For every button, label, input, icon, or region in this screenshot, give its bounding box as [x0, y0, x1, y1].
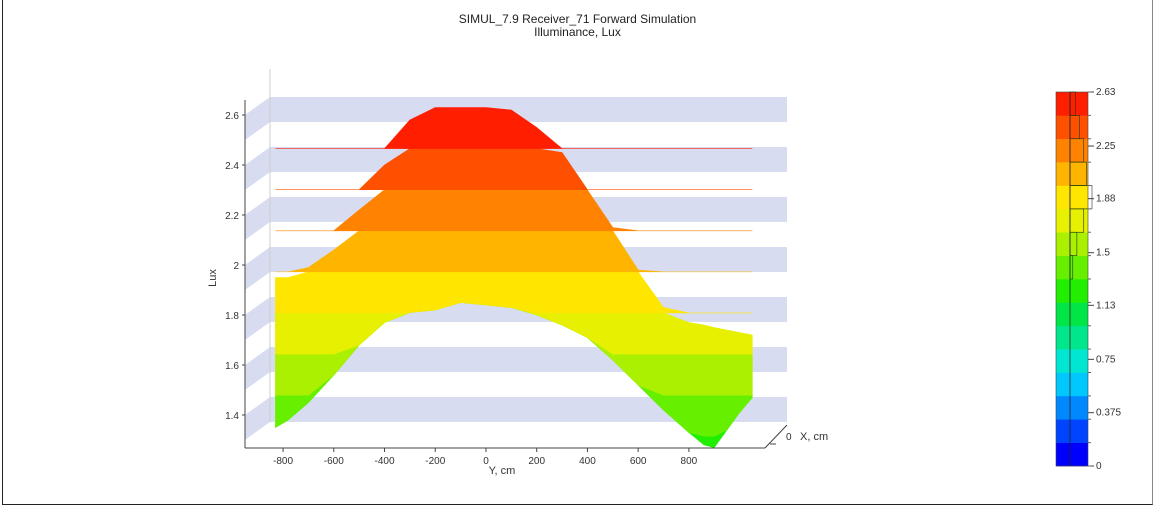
illuminance-surface [275, 107, 753, 448]
surface-color-band [275, 107, 753, 149]
colorbar-tick-label: 2.25 [1096, 141, 1116, 152]
y-tick-label: 2.4 [225, 161, 239, 172]
grid-band [245, 397, 787, 440]
x-tick-label: 400 [579, 456, 596, 467]
x-tick-label: 600 [630, 456, 647, 467]
colorbar-segment [1056, 185, 1088, 210]
colorbar-segment [1056, 372, 1088, 397]
colorbar-segment [1056, 442, 1088, 467]
colorbar: 2.63 2.25 1.88 1.5 1.13 0.75 0.375 0 [1055, 87, 1121, 472]
x-tick-label: 200 [528, 456, 545, 467]
chart-subtitle: Illuminance, Lux [534, 25, 621, 39]
x-tick-label: -400 [375, 456, 395, 467]
x-axis-label: Y, cm [489, 465, 516, 477]
x-axis-ticks: -800 -600 -400 -200 0 200 400 600 800 [273, 448, 698, 467]
depth-axis-tick: 0 [786, 432, 792, 443]
depth-axis-line [764, 424, 788, 449]
x-tick-label: -200 [425, 456, 445, 467]
colorbar-tick-label: 0 [1096, 461, 1102, 472]
colorbar-segment [1056, 279, 1088, 303]
colorbar-tick-label: 0.375 [1096, 408, 1121, 419]
x-tick-label: -600 [324, 456, 344, 467]
colorbar-segment [1056, 349, 1088, 373]
colorbar-segment [1056, 255, 1088, 280]
colorbar-segment [1056, 302, 1088, 327]
colorbar-tick-label: 1.5 [1096, 248, 1110, 259]
colorbar-tick-label: 2.63 [1096, 87, 1116, 98]
colorbar-segment [1056, 162, 1088, 186]
y-axis-label: Lux [207, 269, 219, 287]
colorbar-segment [1056, 395, 1088, 420]
y-axis-ticks: 1.4 1.6 1.8 2 2.2 2.4 2.6 [225, 111, 245, 422]
y-tick-label: 1.8 [225, 311, 239, 322]
x-tick-label: -800 [273, 456, 293, 467]
colorbar-segment [1056, 232, 1088, 256]
colorbar-segment [1056, 115, 1088, 140]
y-tick-label: 2 [233, 261, 239, 272]
x-tick-label: 800 [681, 456, 698, 467]
colorbar-segment [1056, 138, 1088, 163]
depth-axis-label: X, cm [800, 431, 828, 443]
colorbar-tick-label: 1.13 [1096, 300, 1116, 311]
x-tick-label: 0 [483, 456, 489, 467]
y-tick-label: 2.2 [225, 211, 239, 222]
y-tick-label: 1.4 [225, 411, 239, 422]
colorbar-segment [1056, 208, 1088, 233]
colorbar-tick-label: 0.75 [1096, 354, 1116, 365]
colorbar-tick-label: 1.88 [1096, 194, 1116, 205]
colorbar-segment [1056, 325, 1088, 350]
colorbar-segment [1056, 92, 1088, 116]
colorbar-segment [1056, 419, 1088, 443]
plot-axes [244, 100, 788, 449]
chart-title: SIMUL_7.9 Receiver_71 Forward Simulation [458, 12, 697, 26]
y-tick-label: 2.6 [225, 111, 239, 122]
y-tick-label: 1.6 [225, 361, 239, 372]
